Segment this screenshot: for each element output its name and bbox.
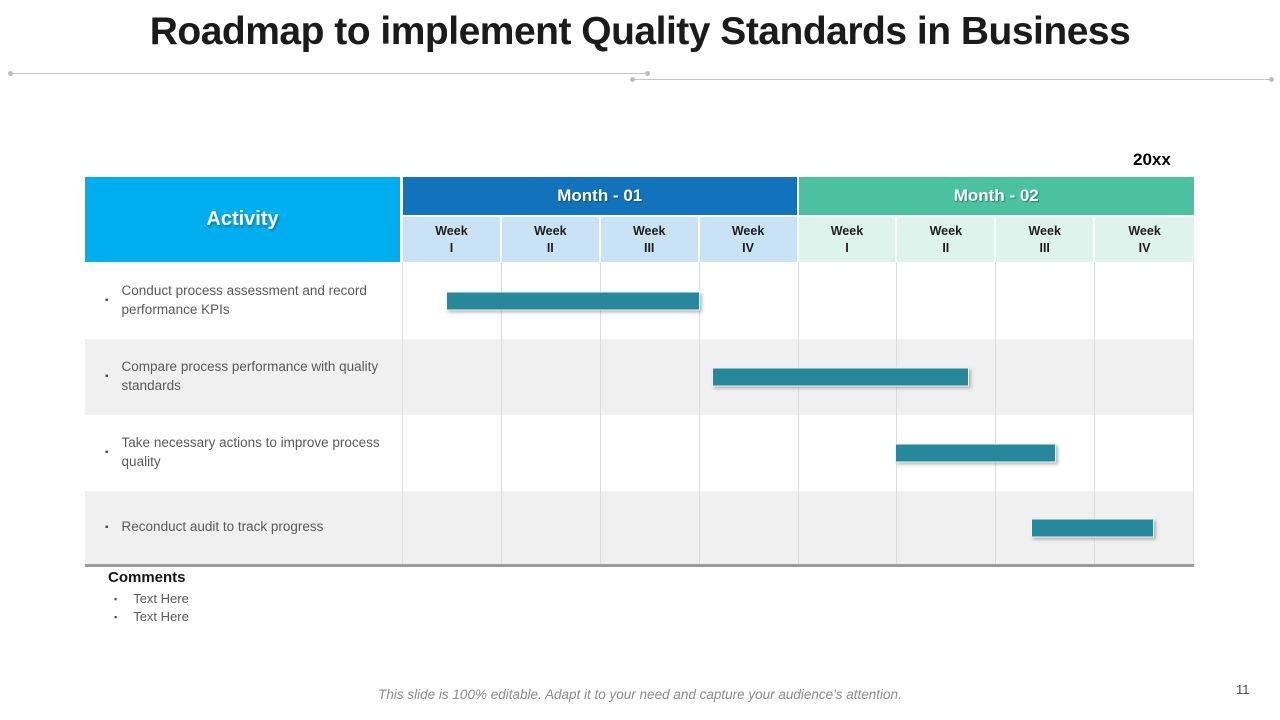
week-header-m2-w1: Week I <box>798 217 898 262</box>
week-word: Week <box>1028 224 1061 239</box>
week-header-m1-w3: Week III <box>600 217 700 262</box>
week-numeral: III <box>643 240 655 255</box>
comments-section: Comments ▪ Text Here ▪ Text Here <box>108 569 528 626</box>
activity-row-label: ▪ Conduct process assessment and record … <box>85 262 403 339</box>
month-01-header: Month - 01 <box>403 177 799 217</box>
activity-text: Compare process performance with quality… <box>121 359 379 393</box>
gantt-bar <box>445 291 700 310</box>
comments-heading: Comments <box>108 569 186 586</box>
week-word: Week <box>731 224 765 239</box>
footer-note: This slide is 100% editable. Adapt it to… <box>378 687 902 702</box>
week-header-m1-w4: Week IV <box>699 217 799 262</box>
timeline-row <box>403 415 1194 491</box>
week-word: Week <box>534 224 567 239</box>
week-header-m2-w3: Week III <box>996 217 1096 262</box>
activity-text: Reconduct audit to track progress <box>121 519 324 535</box>
activity-text: Conduct process assessment and record pe… <box>121 282 367 317</box>
bullet-icon: ▪ <box>105 294 109 306</box>
week-header-m1-w2: Week II <box>501 217 601 262</box>
bullet-icon: ▪ <box>105 521 109 533</box>
activity-header-cell: Activity <box>85 177 403 262</box>
week-numeral: IV <box>742 240 754 255</box>
bullet-icon: ▪ <box>105 447 109 458</box>
gantt-table: Activity Month - 01 Month - 02 Week I We… <box>85 177 1194 567</box>
gantt-bar <box>712 367 969 387</box>
week-word: Week <box>632 224 666 239</box>
bullet-icon: ▪ <box>114 594 118 604</box>
title-divider-left <box>8 71 650 76</box>
comment-text: Text Here <box>133 591 189 606</box>
month-02-header: Month - 02 <box>798 177 1194 217</box>
week-numeral: II <box>942 240 950 255</box>
comment-text: Text Here <box>133 609 189 624</box>
activity-text: Take necessary actions to improve proces… <box>121 435 380 469</box>
week-word: Week <box>435 224 468 239</box>
week-header-m1-w1: Week I <box>403 217 502 262</box>
activity-row-label: ▪ Take necessary actions to improve proc… <box>85 415 403 491</box>
year-label: 20xx <box>1133 150 1171 169</box>
week-word: Week <box>1128 224 1161 239</box>
gantt-bar <box>895 443 1056 463</box>
page-title: Roadmap to implement Quality Standards i… <box>149 10 1131 53</box>
week-numeral: II <box>546 240 554 255</box>
activity-row-label: ▪ Compare process performance with quali… <box>85 339 403 415</box>
week-numeral: IV <box>1138 240 1151 255</box>
bullet-icon: ▪ <box>114 612 118 622</box>
week-header-m2-w2: Week II <box>897 217 997 262</box>
comment-item: ▪ Text Here <box>108 590 528 608</box>
comment-item: ▪ Text Here <box>108 608 528 626</box>
timeline-row <box>403 262 1194 339</box>
activity-row-label: ▪ Reconduct audit to track progress <box>85 491 403 564</box>
gantt-bar <box>1030 518 1155 537</box>
week-word: Week <box>830 224 864 239</box>
title-divider-right <box>630 77 1274 82</box>
week-numeral: I <box>845 240 849 255</box>
page-number: 11 <box>1236 682 1250 697</box>
week-header-m2-w4: Week IV <box>1095 217 1194 262</box>
week-word: Week <box>929 224 963 239</box>
timeline-row <box>403 491 1194 564</box>
timeline-row <box>403 339 1194 415</box>
week-numeral: III <box>1039 240 1050 255</box>
week-numeral: I <box>449 240 454 255</box>
bullet-icon: ▪ <box>105 371 109 382</box>
